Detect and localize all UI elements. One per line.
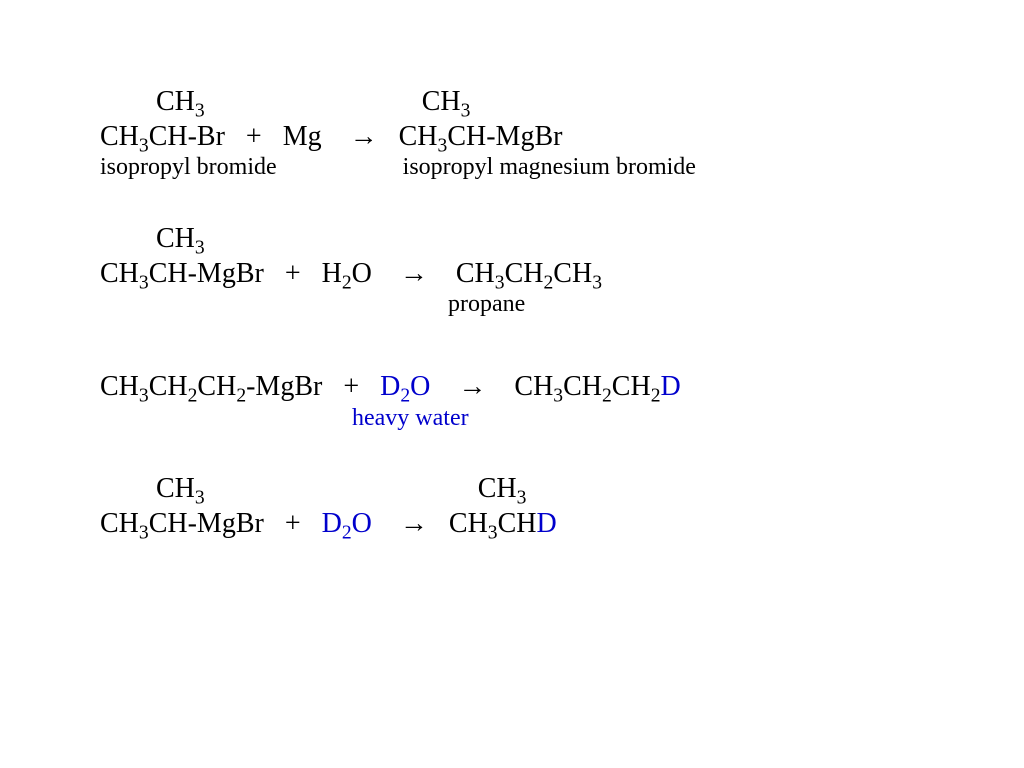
r1-top-right: CH bbox=[422, 86, 461, 117]
d-product: D bbox=[661, 371, 681, 402]
r1-branch-line: CH3 CH3 bbox=[100, 85, 924, 119]
r3-label: heavy water bbox=[100, 404, 924, 433]
r1-lhs-a: CH bbox=[100, 121, 139, 152]
chemistry-slide: CH3 CH3 CH3CH-Br + Mg → CH3CH-MgBr isopr… bbox=[100, 85, 924, 581]
r1-rhs-a: CH bbox=[378, 121, 438, 152]
r2-rhs-a: CH bbox=[428, 258, 495, 289]
r4-branch-line: CH3 CH3 bbox=[100, 472, 924, 506]
r1-rhs-b: CH-MgBr bbox=[447, 121, 562, 152]
reaction-1: CH3 CH3 CH3CH-Br + Mg → CH3CH-MgBr isopr… bbox=[100, 85, 924, 182]
r1-label-left: isopropyl bromide bbox=[100, 154, 277, 180]
arrow-icon: → bbox=[400, 257, 428, 288]
r2-top-left: CH bbox=[156, 223, 195, 254]
d2o-text: D bbox=[380, 371, 400, 402]
arrow-icon: → bbox=[400, 507, 428, 538]
r3-main-line: CH3CH2CH2-MgBr + D2O → CH3CH2CH2D bbox=[100, 369, 924, 404]
r2-label: propane bbox=[100, 290, 924, 319]
r1-labels: isopropyl bromide isopropyl magnesium br… bbox=[100, 153, 924, 182]
reaction-3: CH3CH2CH2-MgBr + D2O → CH3CH2CH2D heavy … bbox=[100, 369, 924, 432]
d2o-text: D bbox=[322, 508, 342, 539]
r2-main-line: CH3CH-MgBr + H2O → CH3CH2CH3 bbox=[100, 256, 924, 291]
reaction-4: CH3 CH3 CH3CH-MgBr + D2O → CH3CHD bbox=[100, 472, 924, 540]
r1-top-left: CH bbox=[156, 86, 195, 117]
r2-lhs-a: CH bbox=[100, 258, 139, 289]
r1-lhs-b: CH-Br + Mg bbox=[149, 121, 350, 152]
d-product: D bbox=[537, 508, 557, 539]
arrow-icon: → bbox=[350, 120, 378, 151]
reaction-2: CH3 CH3CH-MgBr + H2O → CH3CH2CH3 propane bbox=[100, 222, 924, 319]
r2-lhs-b: CH-MgBr + H bbox=[149, 258, 342, 289]
r1-main-line: CH3CH-Br + Mg → CH3CH-MgBr bbox=[100, 119, 924, 154]
r4-main-line: CH3CH-MgBr + D2O → CH3CHD bbox=[100, 506, 924, 541]
arrow-icon: → bbox=[458, 370, 486, 401]
r2-branch-line: CH3 bbox=[100, 222, 924, 256]
r1-label-right: isopropyl magnesium bromide bbox=[403, 154, 696, 180]
